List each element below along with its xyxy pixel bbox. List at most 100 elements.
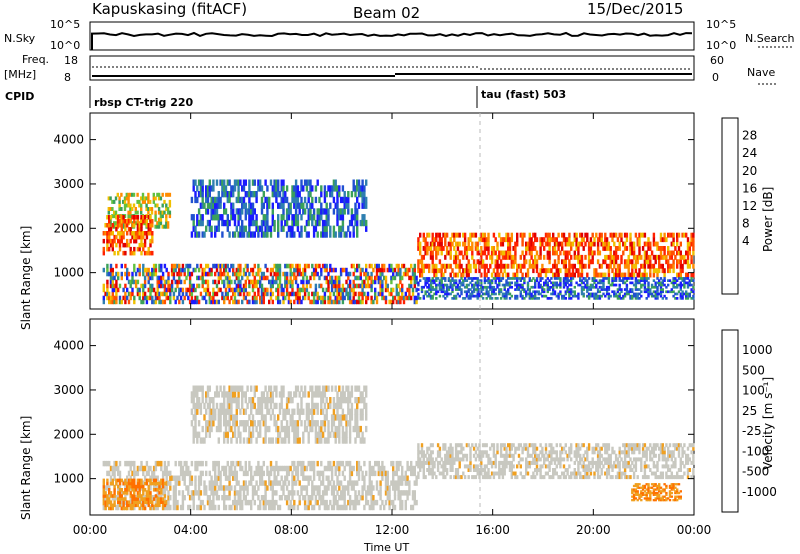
- heatmap-cell: [316, 420, 319, 427]
- heatmap-cell: [248, 414, 251, 421]
- heatmap-cell: [645, 297, 648, 300]
- heatmap-cell: [115, 215, 118, 220]
- heatmap-cell: [203, 271, 206, 277]
- heatmap-cell: [275, 196, 278, 204]
- heatmap-cell: [379, 465, 382, 472]
- heatmap-cell: [534, 237, 537, 243]
- heatmap-cell: [323, 225, 327, 232]
- heatmap-cell: [422, 285, 425, 289]
- heatmap-cell: [388, 495, 391, 501]
- heatmap-cell: [406, 495, 409, 501]
- heatmap-cell: [483, 272, 487, 278]
- heatmap-cell: [487, 232, 490, 238]
- heatmap-cell: [564, 272, 567, 278]
- heatmap-cell: [521, 285, 524, 289]
- heatmap-cell: [341, 196, 345, 204]
- heatmap-cell: [410, 263, 413, 269]
- heatmap-cell: [165, 475, 168, 481]
- heatmap-cell: [185, 485, 188, 491]
- heatmap-cell: [485, 254, 488, 260]
- heatmap-cell: [507, 250, 510, 256]
- heatmap-cell: [126, 231, 129, 236]
- heatmap-cell: [424, 237, 427, 243]
- heatmap-cell: [589, 283, 593, 287]
- heatmap-cell: [627, 259, 630, 265]
- heatmap-cell: [158, 299, 161, 305]
- heatmap-cell: [124, 283, 127, 289]
- heatmap-cell: [532, 259, 535, 265]
- heatmap-cell: [401, 475, 404, 481]
- heatmap-cell: [361, 397, 364, 404]
- heatmap-cell: [305, 283, 309, 289]
- heatmap-cell: [544, 283, 548, 287]
- heatmap-cell: [365, 408, 368, 415]
- heatmap-cell: [609, 263, 612, 269]
- heatmap-cell: [176, 295, 179, 301]
- heatmap-cell: [294, 208, 298, 215]
- heatmap-cell: [390, 299, 393, 305]
- heatmap-cell: [668, 268, 672, 274]
- heatmap-cell: [152, 192, 155, 197]
- heatmap-cell: [165, 291, 168, 297]
- heatmap-cell: [643, 241, 647, 247]
- heatmap-cell: [296, 385, 300, 392]
- heatmap-cell: [577, 254, 580, 260]
- heatmap-cell: [492, 277, 496, 280]
- heatmap-cell: [284, 425, 287, 433]
- heatmap-cell: [224, 495, 228, 501]
- heatmap-cell: [426, 241, 429, 247]
- heatmap-cell: [519, 277, 522, 280]
- heatmap-cell: [571, 272, 575, 278]
- heatmap-cell: [343, 208, 346, 215]
- heatmap-cell: [106, 279, 109, 285]
- heatmap-cell: [273, 475, 276, 481]
- heatmap-cell: [686, 254, 690, 260]
- heatmap-cell: [296, 460, 300, 467]
- heatmap-cell: [596, 237, 600, 243]
- heatmap-cell: [226, 271, 229, 277]
- heatmap-cell: [203, 480, 206, 486]
- heatmap-cell: [631, 263, 634, 269]
- heatmap-cell: [417, 263, 420, 269]
- heatmap-cell: [413, 271, 416, 277]
- heatmap-cell: [127, 460, 131, 467]
- heatmap-cell: [120, 219, 123, 224]
- heatmap-cell: [611, 254, 614, 260]
- heatmap-cell: [690, 288, 693, 291]
- heatmap-cell: [212, 402, 215, 410]
- heatmap-cell: [118, 246, 122, 252]
- heatmap-cell: [372, 465, 375, 472]
- heatmap-cell: [241, 485, 244, 491]
- heatmap-cell: [516, 281, 519, 285]
- heatmap-cell: [343, 191, 346, 198]
- heatmap-cell: [271, 499, 274, 506]
- heatmap-cell: [239, 499, 242, 506]
- heatmap-cell: [309, 420, 312, 427]
- heatmap-cell: [223, 179, 226, 186]
- heatmap-cell: [489, 254, 492, 260]
- heatmap-cell: [456, 285, 460, 289]
- heatmap-cell: [289, 225, 292, 232]
- heatmap-cell: [269, 465, 273, 472]
- heatmap-cell: [197, 475, 201, 481]
- heatmap-cell: [440, 263, 443, 269]
- heatmap-cell: [649, 292, 652, 296]
- heatmap-cell: [212, 414, 215, 421]
- heatmap-cell: [555, 285, 558, 289]
- heatmap-cell: [339, 291, 343, 297]
- heatmap-cell: [690, 297, 693, 300]
- heatmap-cell: [275, 279, 278, 285]
- heatmap-cell: [625, 279, 629, 282]
- heatmap-cell: [127, 214, 130, 219]
- heatmap-cell: [652, 290, 656, 294]
- heatmap-cell: [143, 250, 147, 256]
- heatmap-cell: [246, 402, 249, 410]
- heatmap-cell: [192, 385, 195, 392]
- heatmap-cell: [300, 287, 303, 293]
- heatmap-cell: [595, 279, 598, 282]
- heatmap-cell: [235, 299, 238, 305]
- heatmap-cell: [244, 397, 247, 404]
- heatmap-cell: [170, 263, 174, 269]
- heatmap-cell: [197, 283, 201, 289]
- heatmap-cell: [224, 465, 228, 472]
